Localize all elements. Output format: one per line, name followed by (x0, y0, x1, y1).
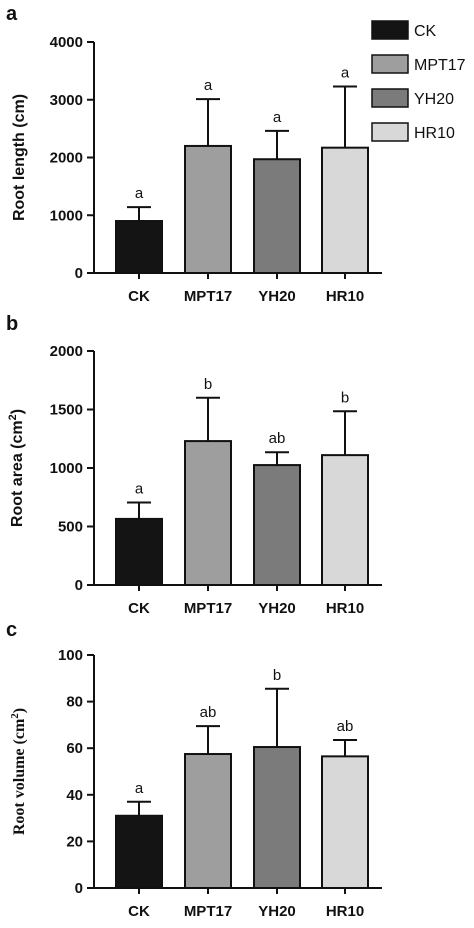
panel-letter: b (6, 313, 18, 335)
y-tick-label: 20 (66, 833, 83, 850)
bar-yh20 (253, 746, 301, 889)
y-tick-label: 0 (75, 880, 83, 897)
bar-mpt17 (184, 753, 232, 890)
significance-label: b (204, 376, 212, 393)
x-tick-label: HR10 (326, 288, 364, 305)
panel-letter: c (6, 619, 17, 641)
significance-label: b (341, 389, 349, 406)
legend-swatch-yh20 (371, 88, 409, 108)
bar-yh20 (253, 158, 301, 274)
y-axis-title: Root length (cm) (11, 94, 28, 221)
y-axis-title: Root volume (cm2) (9, 708, 28, 835)
x-tick-label: MPT17 (184, 288, 232, 305)
legend-swatch-hr10 (371, 122, 409, 142)
significance-label: a (273, 109, 282, 126)
y-tick-label: 0 (75, 265, 83, 282)
panel-letter: a (6, 3, 18, 25)
y-tick-label: 2000 (50, 150, 83, 167)
legend-label-ck: CK (414, 23, 437, 40)
legend-swatch-ck (371, 20, 409, 40)
y-tick-label: 0 (75, 577, 83, 594)
x-tick-label: HR10 (326, 600, 364, 617)
y-tick-label: 1000 (50, 207, 83, 224)
significance-label: a (135, 185, 144, 202)
legend-label-yh20: YH20 (414, 91, 454, 108)
x-tick-label: CK (128, 600, 150, 617)
x-tick-label: CK (128, 288, 150, 305)
bar-ck (115, 220, 163, 274)
significance-label: a (204, 77, 213, 94)
bar-ck (115, 517, 163, 587)
y-tick-label: 1500 (50, 402, 83, 419)
x-tick-label: CK (128, 903, 150, 920)
x-tick-label: MPT17 (184, 600, 232, 617)
bar-hr10 (321, 146, 369, 274)
y-tick-label: 80 (66, 694, 83, 711)
bar-hr10 (321, 755, 369, 889)
significance-label: ab (337, 718, 354, 735)
y-tick-label: 4000 (50, 34, 83, 51)
x-tick-label: YH20 (258, 600, 296, 617)
y-tick-label: 2000 (50, 343, 83, 360)
legend-label-mpt17: MPT17 (414, 57, 466, 74)
x-tick-label: YH20 (258, 903, 296, 920)
y-tick-label: 60 (66, 740, 83, 757)
significance-label: a (341, 64, 350, 81)
significance-label: ab (200, 704, 217, 721)
legend-swatch-mpt17 (371, 54, 409, 74)
bar-mpt17 (184, 440, 232, 586)
significance-label: a (135, 481, 144, 498)
bar-mpt17 (184, 144, 232, 274)
bar-ck (115, 814, 163, 890)
y-axis-title: Root area (cm2) (7, 409, 26, 527)
x-tick-label: YH20 (258, 288, 296, 305)
y-tick-label: 100 (58, 647, 83, 664)
y-tick-label: 1000 (50, 460, 83, 477)
legend-label-hr10: HR10 (414, 125, 455, 142)
bar-yh20 (253, 464, 301, 587)
x-tick-label: MPT17 (184, 903, 232, 920)
bar-hr10 (321, 454, 369, 586)
y-tick-label: 500 (58, 519, 83, 536)
significance-label: a (135, 780, 144, 797)
x-tick-label: HR10 (326, 903, 364, 920)
significance-label: ab (269, 430, 286, 447)
y-tick-label: 3000 (50, 92, 83, 109)
significance-label: b (273, 667, 281, 684)
y-tick-label: 40 (66, 787, 83, 804)
